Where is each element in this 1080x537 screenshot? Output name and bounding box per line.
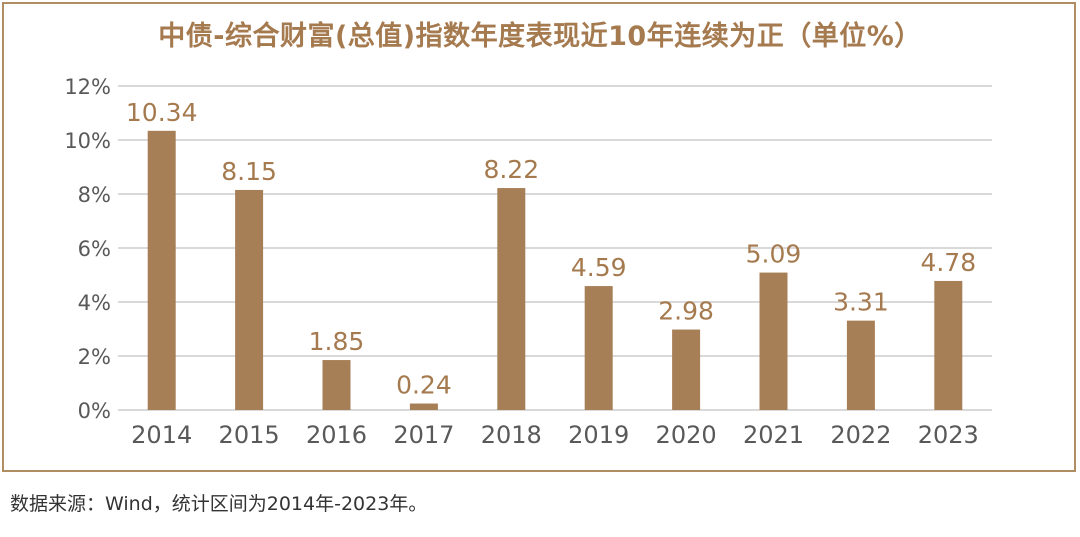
x-tick-label: 2015 [219,421,280,449]
x-tick-label: 2020 [656,421,717,449]
y-tick-label: 8% [78,183,111,207]
x-tick-label: 2018 [481,421,542,449]
y-tick-label: 6% [78,237,111,261]
x-tick-label: 2014 [131,421,192,449]
data-label: 10.34 [126,98,198,127]
x-tick-label: 2017 [393,421,454,449]
x-tick-label: 2016 [306,421,367,449]
y-tick-label: 4% [78,291,111,315]
x-tick-label: 2022 [830,421,891,449]
x-tick-label: 2021 [743,421,804,449]
data-label: 4.78 [920,248,976,277]
chart-frame [2,2,1076,472]
bar [235,189,264,410]
y-tick-label: 2% [78,345,111,369]
bar [672,329,701,410]
data-label: 1.85 [309,327,365,356]
data-label: 5.09 [746,240,802,269]
bar [759,272,788,410]
y-tick-label: 10% [64,129,111,153]
bar [497,188,526,410]
y-tick-label: 12% [64,75,111,99]
x-tick-label: 2019 [568,421,629,449]
source-note: 数据来源：Wind，统计区间为2014年-2023年。 [10,493,428,515]
bar [934,280,963,410]
bar [409,403,438,410]
x-tick-label: 2023 [918,421,979,449]
data-label: 2.98 [658,297,714,326]
bar [147,130,176,410]
data-label: 4.59 [571,253,627,282]
data-label: 8.22 [483,155,539,184]
bar [584,286,613,410]
bar [846,320,875,410]
chart-title: 中债-综合财富(总值)指数年度表现近10年连续为正（单位%） [158,21,922,52]
bar [322,360,351,410]
y-tick-label: 0% [78,399,111,423]
data-label: 3.31 [833,288,889,317]
data-label: 8.15 [221,157,277,186]
data-label: 0.24 [396,371,452,400]
